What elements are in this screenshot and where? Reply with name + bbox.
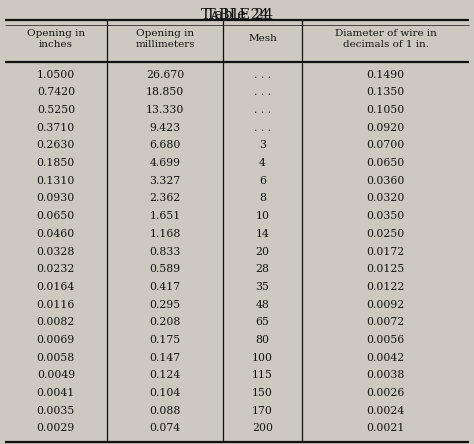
Text: 18.850: 18.850 (146, 87, 184, 97)
Text: 0.0116: 0.0116 (36, 300, 75, 309)
Text: 0.1050: 0.1050 (366, 105, 405, 115)
Text: 0.0350: 0.0350 (366, 211, 405, 221)
Text: 0.2630: 0.2630 (36, 140, 75, 151)
Text: 0.0360: 0.0360 (366, 176, 405, 186)
Text: 0.0056: 0.0056 (366, 335, 405, 345)
Text: 0.0320: 0.0320 (366, 194, 405, 203)
Text: . . .: . . . (254, 123, 271, 133)
Text: 0.0650: 0.0650 (36, 211, 75, 221)
Text: 0.3710: 0.3710 (36, 123, 75, 133)
Text: 3.327: 3.327 (149, 176, 181, 186)
Text: 0.5250: 0.5250 (37, 105, 75, 115)
Text: 0.0125: 0.0125 (366, 264, 405, 274)
Text: Diameter of wire in
decimals of 1 in.: Diameter of wire in decimals of 1 in. (335, 29, 437, 49)
Text: 13.330: 13.330 (146, 105, 184, 115)
Text: 4.699: 4.699 (149, 158, 181, 168)
Text: 0.088: 0.088 (149, 406, 181, 416)
Text: 6: 6 (259, 176, 266, 186)
Text: 9.423: 9.423 (149, 123, 181, 133)
Text: . . .: . . . (254, 70, 271, 79)
Text: 200: 200 (252, 424, 273, 433)
Text: Mesh: Mesh (248, 34, 277, 44)
Text: 8: 8 (259, 194, 266, 203)
Text: 0.417: 0.417 (149, 282, 181, 292)
Text: . . .: . . . (254, 87, 271, 97)
Text: 28: 28 (255, 264, 270, 274)
Text: Opening in
millimeters: Opening in millimeters (135, 29, 195, 49)
Text: 0.208: 0.208 (149, 317, 181, 327)
Text: 14: 14 (255, 229, 270, 239)
Text: 0.0049: 0.0049 (37, 370, 75, 381)
Text: 0.1490: 0.1490 (366, 70, 405, 79)
Text: 0.0029: 0.0029 (36, 424, 75, 433)
Text: 0.0920: 0.0920 (366, 123, 405, 133)
Text: 170: 170 (252, 406, 273, 416)
Text: 0.0700: 0.0700 (366, 140, 405, 151)
Text: TᴀBLE 24: TᴀBLE 24 (201, 8, 273, 22)
Text: 0.175: 0.175 (149, 335, 181, 345)
Text: 1.0500: 1.0500 (36, 70, 75, 79)
Text: 65: 65 (255, 317, 270, 327)
Text: 0.295: 0.295 (149, 300, 181, 309)
Text: 0.0172: 0.0172 (366, 246, 405, 257)
Text: 10: 10 (255, 211, 270, 221)
Text: 0.1350: 0.1350 (366, 87, 405, 97)
Text: 0.124: 0.124 (149, 370, 181, 381)
Text: 48: 48 (255, 300, 270, 309)
Text: Opening in
inches: Opening in inches (27, 29, 85, 49)
Text: 0.1310: 0.1310 (36, 176, 75, 186)
Text: 0.0038: 0.0038 (366, 370, 405, 381)
Text: 6.680: 6.680 (149, 140, 181, 151)
Text: 20: 20 (255, 246, 270, 257)
Text: 0.0122: 0.0122 (366, 282, 405, 292)
Text: 35: 35 (255, 282, 270, 292)
Text: 0.0460: 0.0460 (36, 229, 75, 239)
Text: 0.0042: 0.0042 (366, 353, 405, 363)
Text: 0.589: 0.589 (149, 264, 181, 274)
Text: 0.0250: 0.0250 (366, 229, 405, 239)
Text: 0.0024: 0.0024 (366, 406, 405, 416)
Text: 115: 115 (252, 370, 273, 381)
Text: 0.0328: 0.0328 (36, 246, 75, 257)
Text: 4: 4 (259, 158, 266, 168)
Text: 0.104: 0.104 (149, 388, 181, 398)
Text: 0.0082: 0.0082 (36, 317, 75, 327)
Text: 0.7420: 0.7420 (37, 87, 75, 97)
Text: 80: 80 (255, 335, 270, 345)
Text: 0.833: 0.833 (149, 246, 181, 257)
Text: 0.0041: 0.0041 (36, 388, 75, 398)
Text: 0.0026: 0.0026 (366, 388, 405, 398)
Text: 0.0058: 0.0058 (36, 353, 75, 363)
Text: 0.0069: 0.0069 (36, 335, 75, 345)
Text: 26.670: 26.670 (146, 70, 184, 79)
Text: 1.651: 1.651 (149, 211, 181, 221)
Text: . . .: . . . (254, 105, 271, 115)
Text: 0.0232: 0.0232 (36, 264, 75, 274)
Text: 0.0164: 0.0164 (36, 282, 75, 292)
Text: 0.147: 0.147 (149, 353, 181, 363)
Text: Table 24: Table 24 (206, 8, 268, 22)
Text: 0.1850: 0.1850 (36, 158, 75, 168)
Text: 0.0021: 0.0021 (366, 424, 405, 433)
Text: 0.0092: 0.0092 (366, 300, 405, 309)
Text: 150: 150 (252, 388, 273, 398)
Text: 1.168: 1.168 (149, 229, 181, 239)
Text: 2.362: 2.362 (149, 194, 181, 203)
Text: 0.0650: 0.0650 (366, 158, 405, 168)
Text: 0.0072: 0.0072 (366, 317, 405, 327)
Text: 3: 3 (259, 140, 266, 151)
Text: 100: 100 (252, 353, 273, 363)
Text: 0.0930: 0.0930 (36, 194, 75, 203)
Text: 0.0035: 0.0035 (36, 406, 75, 416)
Text: 0.074: 0.074 (149, 424, 181, 433)
